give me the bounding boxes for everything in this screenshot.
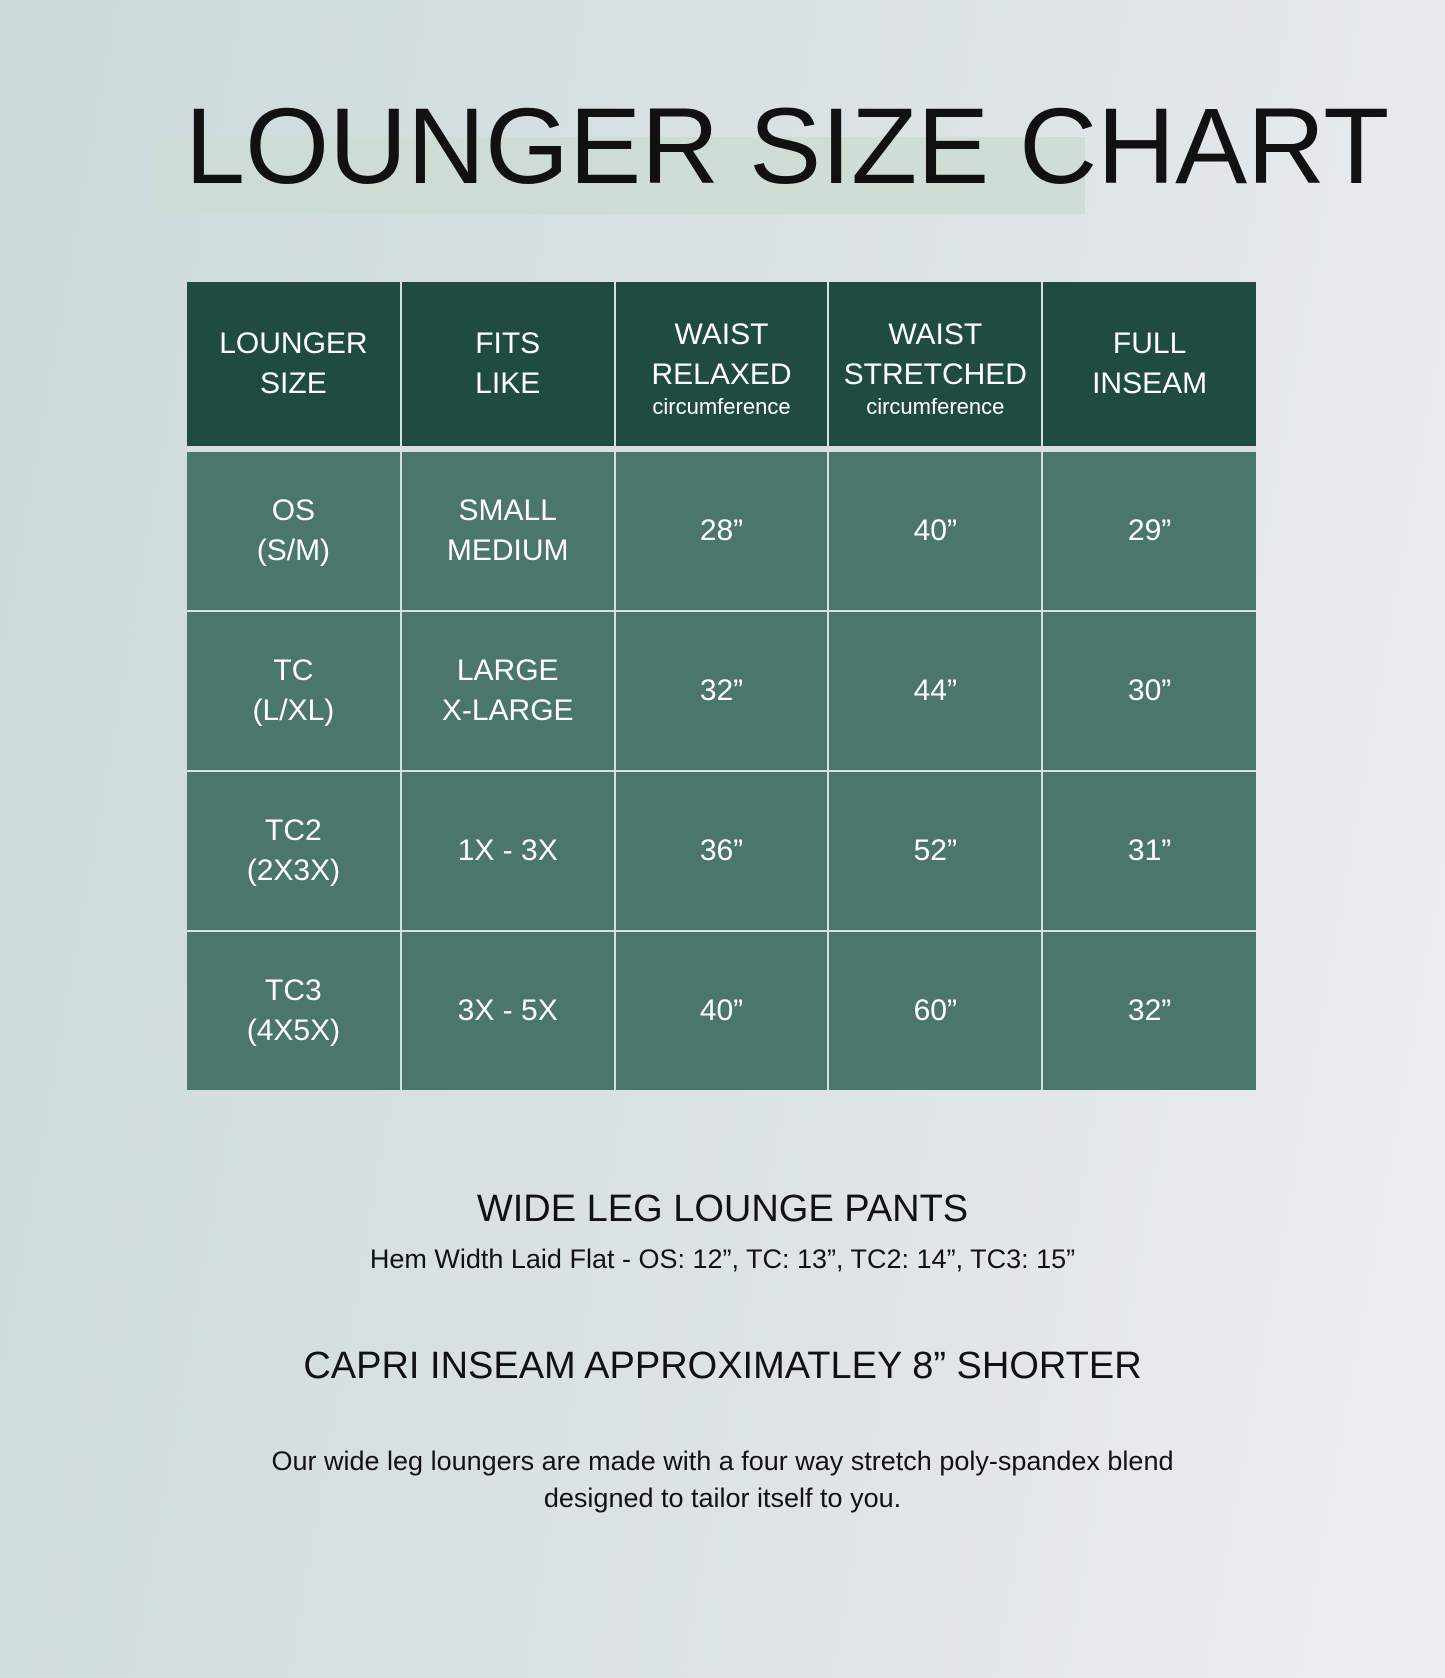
hem-width-text: Hem Width Laid Flat - OS: 12”, TC: 13”, … xyxy=(369,1244,1076,1274)
cell-size: TC (L/XL) xyxy=(187,610,402,772)
cell-waist-relaxed: 36” xyxy=(613,770,830,932)
cell-fits-like: SMALL MEDIUM xyxy=(399,448,616,612)
cell-full-inseam: 30” xyxy=(1041,610,1256,772)
wide-leg-heading: WIDE LEG LOUNGE PANTS xyxy=(476,1188,969,1230)
cell-waist-relaxed: 28” xyxy=(613,448,830,612)
cell-waist-stretched: 60” xyxy=(827,930,1044,1090)
cell-waist-stretched: 52” xyxy=(827,770,1044,932)
table-row: TC (L/XL) LARGE X-LARGE 32” 44” 30” xyxy=(187,610,1256,772)
description: Our wide leg loungers are made with a fo… xyxy=(271,1446,1174,1513)
size-table: LOUNGER SIZE FITS LIKE WAIST RELAXED circumf… xyxy=(187,282,1256,1090)
header-full-inseam: FULL INSEAM xyxy=(1041,282,1256,450)
cell-fits-like: LARGE X-LARGE xyxy=(399,610,616,772)
header-waist-stretched: WAIST STRETCHED circumference xyxy=(827,282,1044,450)
cell-full-inseam: 32” xyxy=(1041,930,1256,1090)
table-row: OS (S/M) SMALL MEDIUM 28” 40” 29” xyxy=(187,448,1256,612)
capri-note: CAPRI INSEAM APPROXIMATLEY 8” SHORTER xyxy=(303,1345,1142,1387)
title-highlight xyxy=(155,137,1085,214)
header-row: LOUNGER SIZE FITS LIKE WAIST RELAXED circumf… xyxy=(187,282,1256,450)
header-waist-relaxed: WAIST RELAXED circumference xyxy=(613,282,830,450)
cell-size: TC2 (2X3X) xyxy=(187,770,402,932)
table-row: TC3 (4X5X) 3X - 5X 40” 60” 32” xyxy=(187,930,1256,1090)
cell-full-inseam: 29” xyxy=(1041,448,1256,612)
cell-waist-stretched: 40” xyxy=(827,448,1044,612)
cell-waist-relaxed: 40” xyxy=(613,930,830,1090)
cell-waist-stretched: 44” xyxy=(827,610,1044,772)
page-title: LOUNGER SIZE CHART xyxy=(185,85,1390,206)
cell-fits-like: 1X - 3X xyxy=(399,770,616,932)
cell-waist-relaxed: 32” xyxy=(613,610,830,772)
table-row: TC2 (2X3X) 1X - 3X 36” 52” 31” xyxy=(187,770,1256,932)
header-fits-like: FITS LIKE xyxy=(399,282,616,450)
cell-full-inseam: 31” xyxy=(1041,770,1256,932)
cell-size: OS (S/M) xyxy=(187,448,402,612)
header-lounger-size: LOUNGER SIZE xyxy=(187,282,402,450)
cell-fits-like: 3X - 5X xyxy=(399,930,616,1090)
cell-size: TC3 (4X5X) xyxy=(187,930,402,1090)
